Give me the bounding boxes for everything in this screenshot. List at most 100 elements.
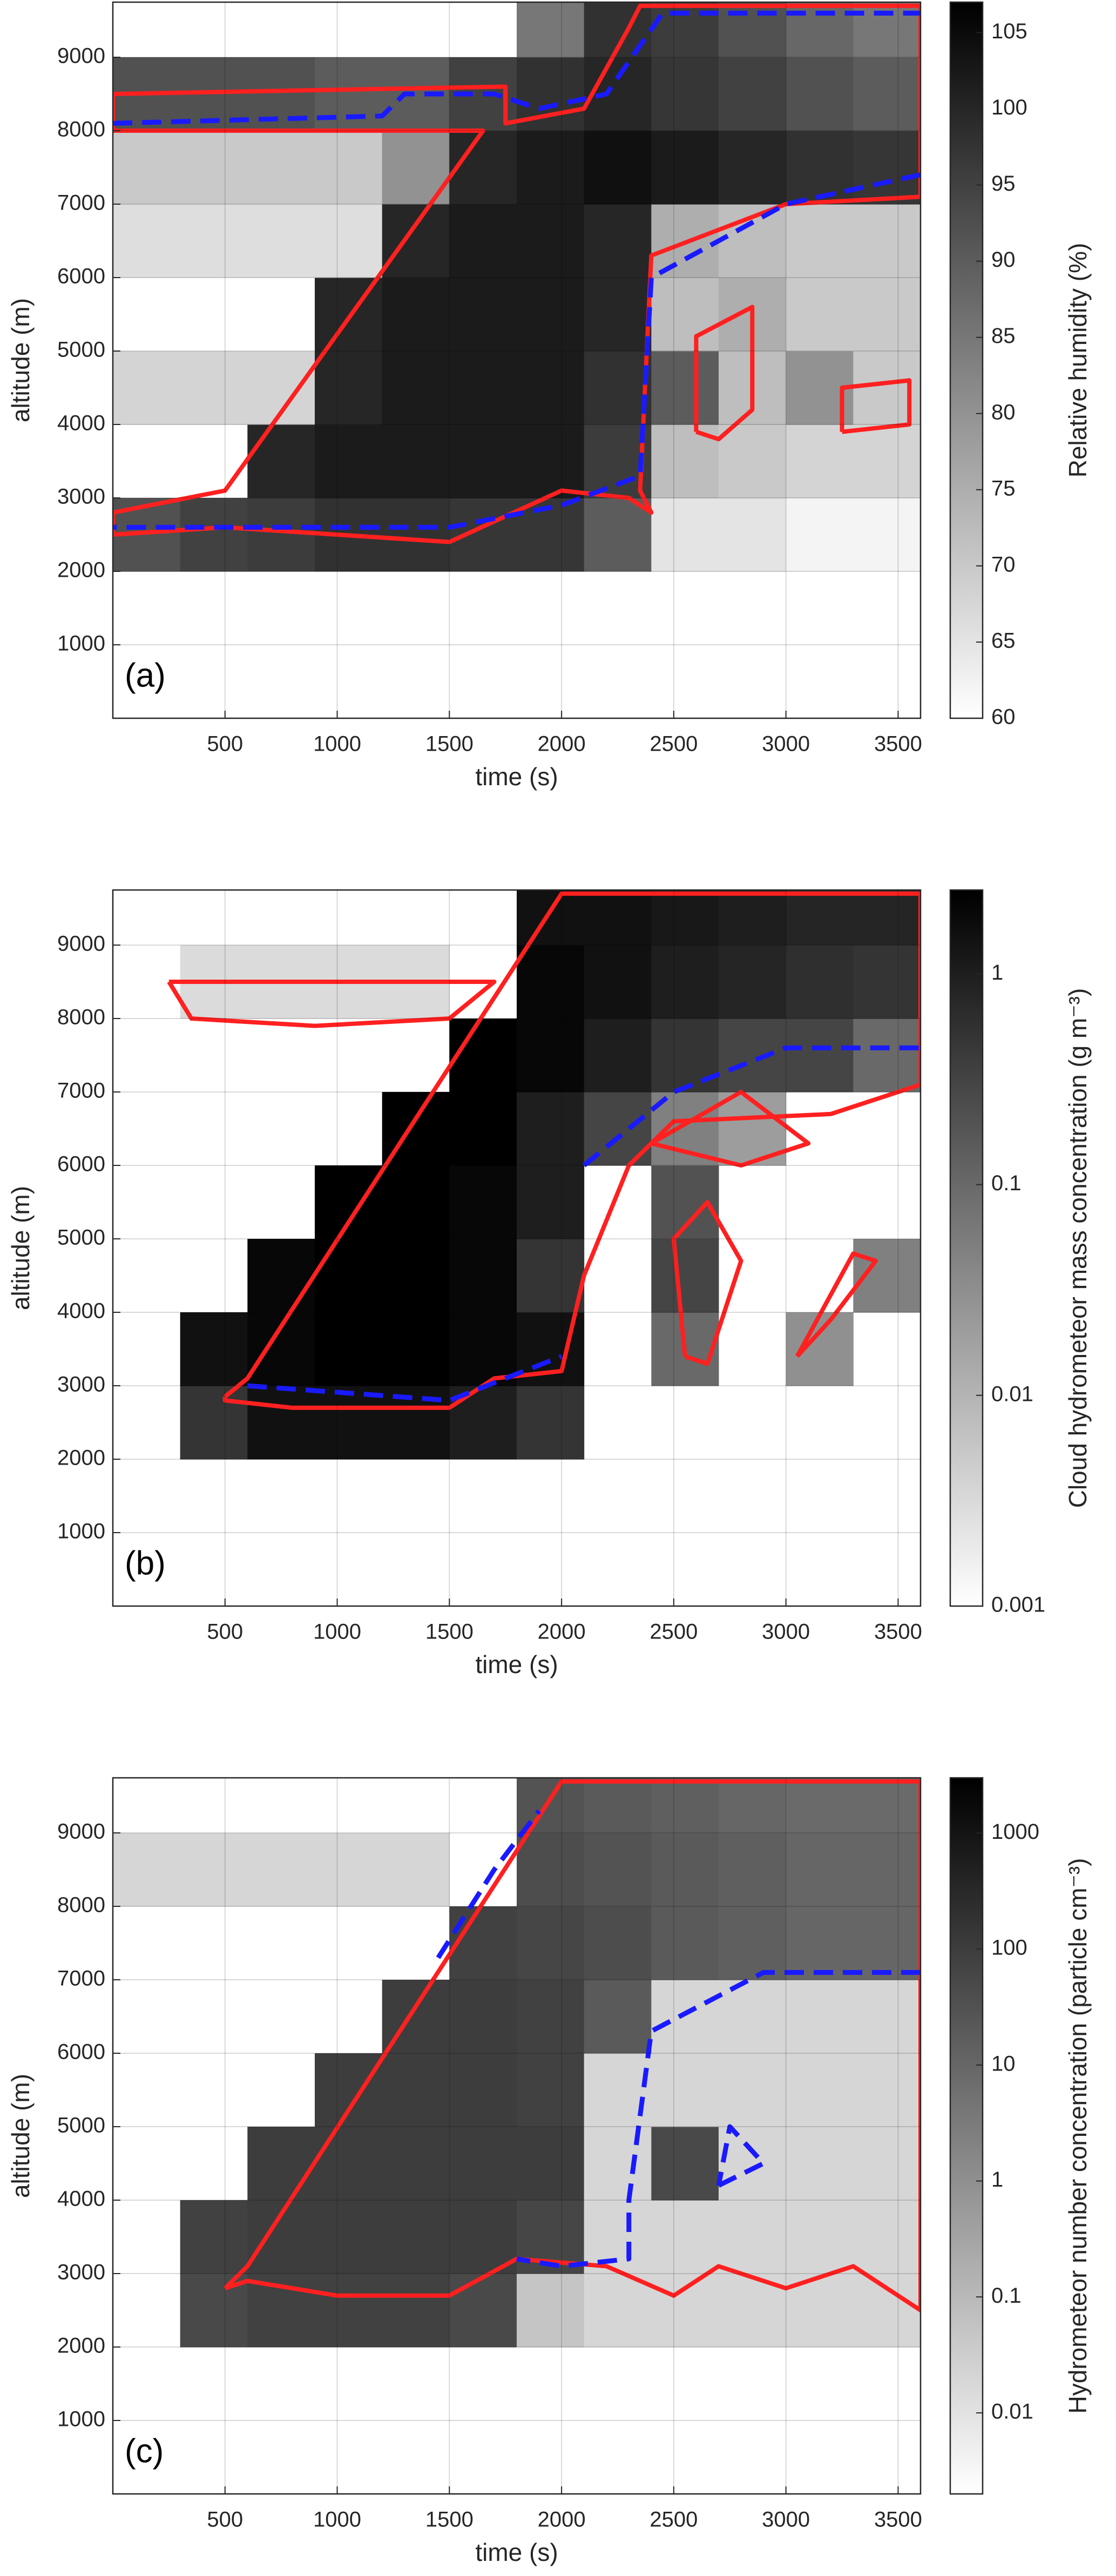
heat-cell <box>786 2127 854 2201</box>
heat-cell <box>786 1778 854 1833</box>
x-tick-label: 1000 <box>313 1620 361 1644</box>
heat-cell <box>719 2053 787 2127</box>
heat-cell <box>786 1980 854 2054</box>
heat-cell <box>517 2053 585 2127</box>
colorbar <box>949 889 984 1607</box>
heat-cell <box>853 1980 921 2054</box>
heat-cell <box>180 2200 248 2274</box>
y-tick-label: 9000 <box>57 932 105 956</box>
heat-cell <box>382 2127 450 2201</box>
heat-cell <box>853 278 921 352</box>
y-axis-label: altitude (m) <box>6 2074 35 2198</box>
x-tick-label: 2000 <box>538 2508 586 2532</box>
heat-cell <box>651 131 719 205</box>
x-tick-label: 1000 <box>313 732 361 756</box>
y-tick-label: 2000 <box>57 558 105 582</box>
colorbar-label: Hydrometeor number concentration (partic… <box>1064 1858 1092 2414</box>
heat-cell <box>786 2 854 58</box>
y-tick-label: 8000 <box>57 118 105 141</box>
x-tick-label: 2500 <box>650 732 698 756</box>
heat-cell <box>247 498 315 572</box>
heat-cell <box>786 278 854 352</box>
heat-cell <box>180 351 248 425</box>
heat-cell <box>449 2053 517 2127</box>
heat-cell <box>853 131 921 205</box>
heat-cell <box>382 1833 450 1907</box>
colorbar-tick-label: 90 <box>991 248 1016 272</box>
heat-cell <box>786 2053 854 2127</box>
colorbar <box>949 1 984 719</box>
heat-cell <box>786 131 854 205</box>
x-tick-label: 500 <box>207 1620 243 1644</box>
heat-cell <box>853 424 921 498</box>
heat-cell <box>180 131 248 205</box>
contour <box>650 1090 811 1168</box>
heat-cell <box>584 278 652 352</box>
colorbar-tick-label: 1 <box>991 961 1003 984</box>
heat-cell <box>719 2 787 58</box>
heat-cell <box>113 1833 181 1907</box>
heat-cell <box>719 57 787 131</box>
heat-cell <box>180 1312 248 1386</box>
heat-cell <box>651 2 719 58</box>
y-tick-label: 1000 <box>57 2408 105 2431</box>
heat-cell <box>517 351 585 425</box>
heat-cell <box>315 1239 383 1313</box>
heat-cell <box>719 1906 787 1980</box>
heat-cell <box>315 131 383 205</box>
heat-cell <box>517 1019 585 1093</box>
heat-cell <box>786 1312 854 1386</box>
contour <box>694 305 755 442</box>
heat-cell <box>315 424 383 498</box>
x-tick-label: 3000 <box>762 1620 810 1644</box>
heat-cell <box>584 1019 652 1093</box>
x-tick-label: 2500 <box>650 2508 698 2532</box>
colorbar-tick-label: 85 <box>991 324 1016 348</box>
heat-cell <box>449 2127 517 2201</box>
contour <box>167 980 497 1028</box>
colorbar-tick-label: 95 <box>991 172 1016 195</box>
heat-cell <box>315 2274 383 2348</box>
heat-cell <box>517 131 585 205</box>
colorbar-tick-label: 0.1 <box>991 1171 1022 1195</box>
heat-cell <box>719 1833 787 1907</box>
axes-frame <box>112 889 922 1607</box>
heat-cell <box>517 890 585 946</box>
heat-cell <box>382 1165 450 1239</box>
contour <box>113 172 921 530</box>
heat-cell <box>517 1386 585 1460</box>
heat-cell <box>382 1312 450 1386</box>
x-tick-label: 3500 <box>874 1620 922 1644</box>
colorbar-label: Relative humidity (%) <box>1064 243 1092 478</box>
y-tick-label: 9000 <box>57 44 105 68</box>
contour <box>113 3 921 544</box>
heat-cell <box>517 2274 585 2348</box>
heat-cell <box>449 1019 517 1093</box>
x-tick-label: 1500 <box>425 2508 474 2532</box>
contour <box>671 1200 743 1366</box>
heat-cell <box>651 57 719 131</box>
heat-cell <box>786 1833 854 1907</box>
x-tick-label: 500 <box>207 2508 243 2532</box>
heat-cell <box>449 278 517 352</box>
heat-cell <box>786 890 854 946</box>
contour <box>716 2124 766 2188</box>
heat-cell <box>315 351 383 425</box>
heat-cell <box>113 131 181 205</box>
heat-cell <box>651 1778 719 1833</box>
y-tick-label: 4000 <box>57 412 105 435</box>
x-tick-label: 3500 <box>874 732 922 756</box>
colorbar-tick-label: 0.01 <box>991 2399 1033 2423</box>
axes-frame <box>112 1 922 719</box>
heat-cell <box>113 204 181 278</box>
heat-cell <box>786 2200 854 2274</box>
heat-cell <box>517 2127 585 2201</box>
colorbar-tick-label: 1 <box>991 2168 1003 2191</box>
heat-cell <box>853 204 921 278</box>
heat-cell <box>786 1906 854 1980</box>
heat-cell <box>315 2127 383 2201</box>
plot-area <box>167 890 921 1460</box>
heat-cell <box>315 204 383 278</box>
plot-area <box>113 2 921 572</box>
